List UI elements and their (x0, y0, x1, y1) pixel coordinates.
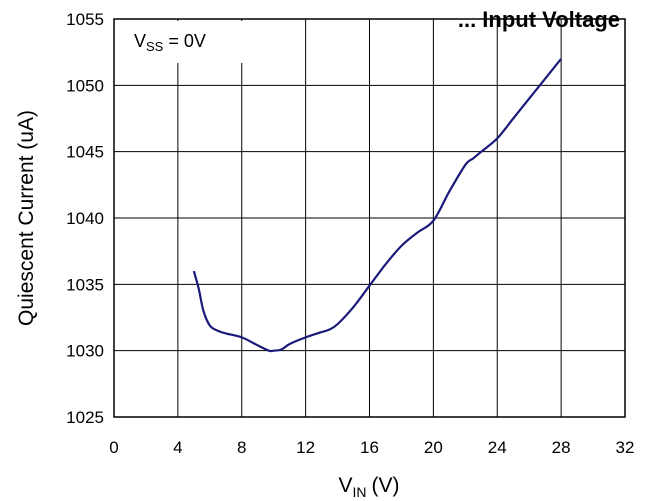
plot-frame (113, 18, 626, 418)
y-tick-label: 1050 (66, 76, 104, 95)
x-axis-title: VIN (V) (338, 474, 399, 500)
x-tick-label: 8 (237, 438, 246, 457)
y-tick-label: 1035 (66, 275, 104, 294)
x-tick-label: 16 (360, 438, 379, 457)
y-axis-title: Quiescent Current (uA) (15, 110, 38, 326)
annotation-rest: = 0V (163, 31, 206, 51)
y-tick-label: 1045 (66, 143, 104, 162)
x-tick-label: 28 (552, 438, 571, 457)
annotation: VSS = 0V (116, 21, 266, 63)
x-tick-label: 0 (109, 438, 118, 457)
y-tick-label: 1040 (66, 209, 104, 228)
x-axis-title-unit: (V) (372, 474, 400, 497)
x-tick-label: 12 (296, 438, 315, 457)
x-axis-title-sub: IN (353, 484, 367, 500)
y-tick-labels: 1025 1030 1035 1040 1045 1050 1055 (66, 10, 104, 427)
annotation-text: VSS = 0V (134, 31, 206, 54)
series-line (192, 58, 562, 353)
series-layer (192, 58, 562, 353)
x-tick-labels: 0 4 8 12 16 20 24 28 32 (109, 438, 634, 457)
y-tick-label: 1025 (66, 408, 104, 427)
x-axis-title-main: V (338, 474, 352, 497)
annotation-main: V (134, 31, 146, 51)
annotation-background (116, 21, 266, 63)
x-tick-label: 24 (488, 438, 507, 457)
x-tick-label: 32 (616, 438, 635, 457)
annotation-sub: SS (146, 39, 164, 54)
grid (113, 18, 626, 418)
y-tick-label: 1030 (66, 342, 104, 361)
x-tick-label: 4 (173, 438, 182, 457)
x-tick-label: 20 (424, 438, 443, 457)
y-tick-label: 1055 (66, 10, 104, 29)
